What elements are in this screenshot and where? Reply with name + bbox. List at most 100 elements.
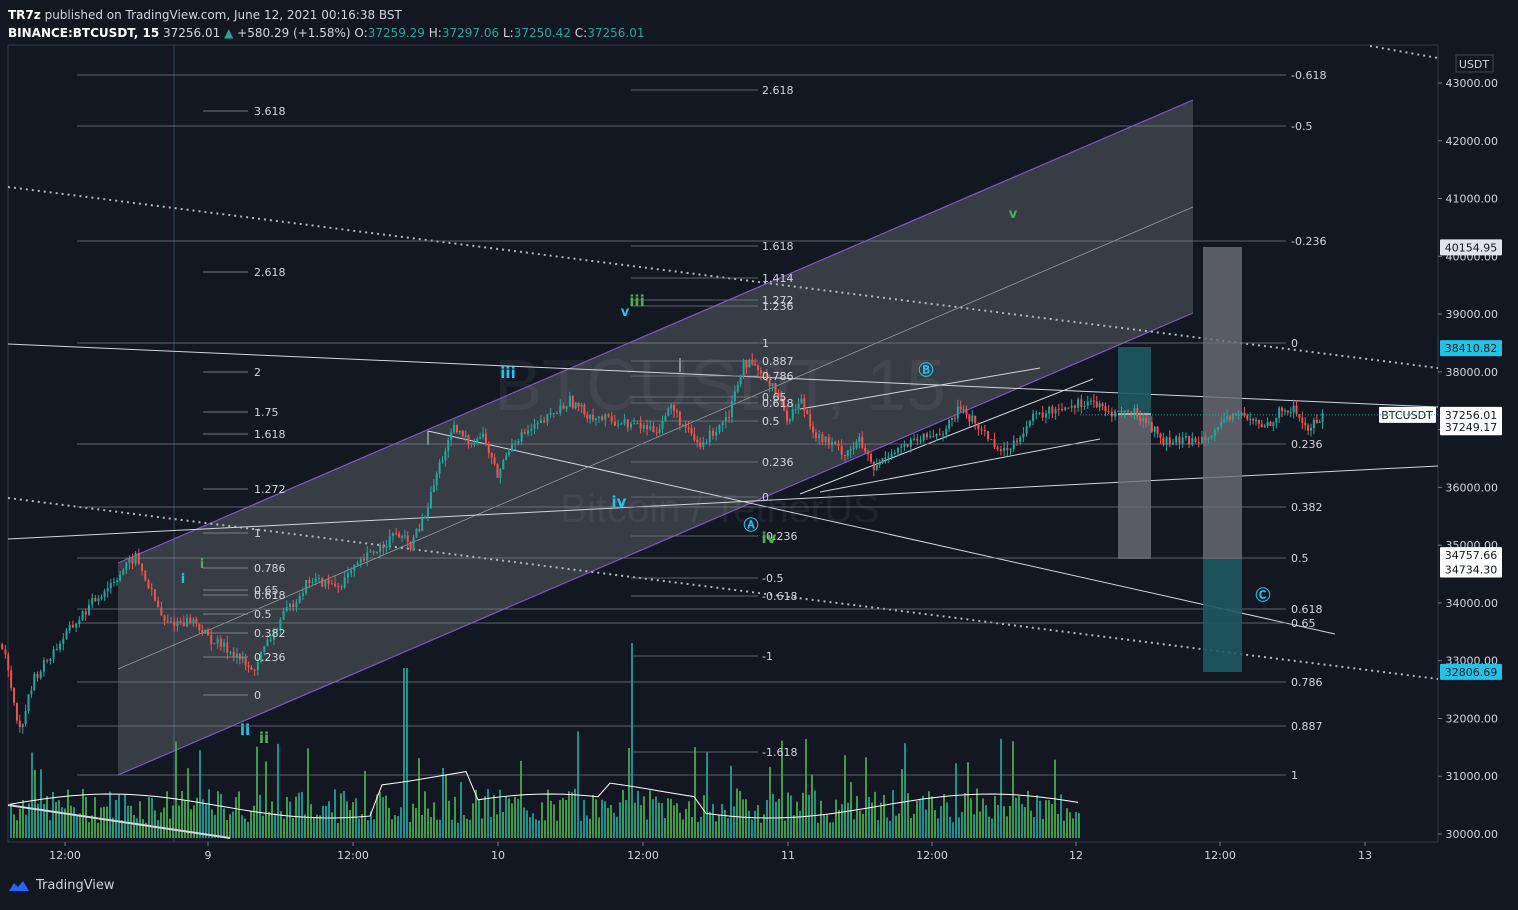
candle [359,556,362,568]
price-axis-pane[interactable] [1438,45,1518,842]
candle-body [510,443,513,452]
candle [1260,419,1263,428]
volume-bar [1006,816,1008,838]
volume-bar [193,805,195,838]
wave-label: Ⓐ [743,516,758,534]
candle [157,596,160,608]
candle [18,714,21,733]
volume-bar [121,820,123,838]
price-badge[interactable] [1440,561,1502,578]
price-badge[interactable] [1440,419,1502,436]
candle-body [366,552,369,561]
candle [1025,420,1028,437]
candle [1281,406,1284,418]
candle [1,642,4,650]
volume-bar [508,798,510,838]
symbol-name[interactable]: BINANCE:BTCUSDT, 15 [8,26,160,40]
candle [1178,432,1181,449]
volume-bar [52,792,54,838]
candle [109,578,112,594]
fib-right-label: 0.887 [1291,720,1323,733]
candle-body [800,398,803,404]
candle-body [768,380,771,386]
brand-name: TradingView [36,878,115,893]
volume-bar [982,798,984,838]
candle [429,485,432,510]
time-tick-label: 10 [491,849,505,862]
price-badge[interactable] [1440,406,1502,423]
candle [834,440,837,445]
volume-bar [835,799,837,838]
volume-bar [337,822,339,838]
price-badge[interactable] [1440,239,1502,256]
candle [232,647,235,662]
candle-body [147,580,150,589]
candle-body [68,624,71,631]
volume-bar [643,796,645,838]
price-badge[interactable] [1440,547,1502,564]
candle-body [321,577,324,587]
volume-bar [967,762,969,838]
volume-bar [814,790,816,838]
candle [210,629,213,651]
candle [592,408,595,423]
volume-bar [499,789,501,838]
volume-bar [316,814,318,838]
volume-bar [1060,794,1062,838]
volume-bar [850,782,852,838]
candle [438,459,441,479]
candle [473,438,476,448]
author-name[interactable]: TR7z [8,8,41,22]
chart-pane[interactable] [8,45,1438,842]
tradingview-footer[interactable]: TradingView [8,878,115,893]
volume-bar [1078,813,1080,838]
volume-bar [268,811,270,838]
channel-upper-line [117,99,1194,564]
candle-body [369,551,372,553]
volume-bar [376,794,378,838]
candle [508,447,511,457]
candle [36,671,39,682]
candle-body [1101,403,1104,407]
volume-bar [538,820,540,838]
candle-body [353,564,356,571]
candle-body [661,421,664,429]
candle [520,428,523,445]
candle [872,461,875,477]
candle [444,447,447,467]
candle [1117,410,1120,412]
candle [658,423,661,436]
fib-right-label: 0.618 [1291,603,1323,616]
candle [337,583,340,593]
candle-body [821,434,824,443]
candle-body [157,600,160,608]
volume-bar [199,750,201,838]
candle [699,437,702,450]
price-badge[interactable] [1440,663,1502,680]
candle-body [441,460,444,462]
candle-body [388,536,391,547]
candle-body [1272,422,1275,426]
volume-bar [736,788,738,838]
currency-badge[interactable] [1455,54,1494,73]
candle [182,615,185,627]
volume-bar [751,819,753,838]
candle-body [7,654,10,671]
price-badge[interactable] [1440,340,1502,357]
candle-body [204,629,207,634]
volume-bar [922,795,924,838]
candle-body [128,558,131,563]
volume-bar [1030,810,1032,838]
candle [1150,416,1153,434]
volume-bar [619,802,621,838]
candle-body [742,359,745,376]
candle [1044,410,1047,424]
candle [369,549,372,553]
fib-right-label: -0.618 [1291,69,1326,82]
fib-middle-label: -1.618 [762,746,797,759]
volume-bar [847,802,849,838]
candle-body [508,451,511,456]
candle-body [482,433,485,438]
candle-body [298,595,301,603]
